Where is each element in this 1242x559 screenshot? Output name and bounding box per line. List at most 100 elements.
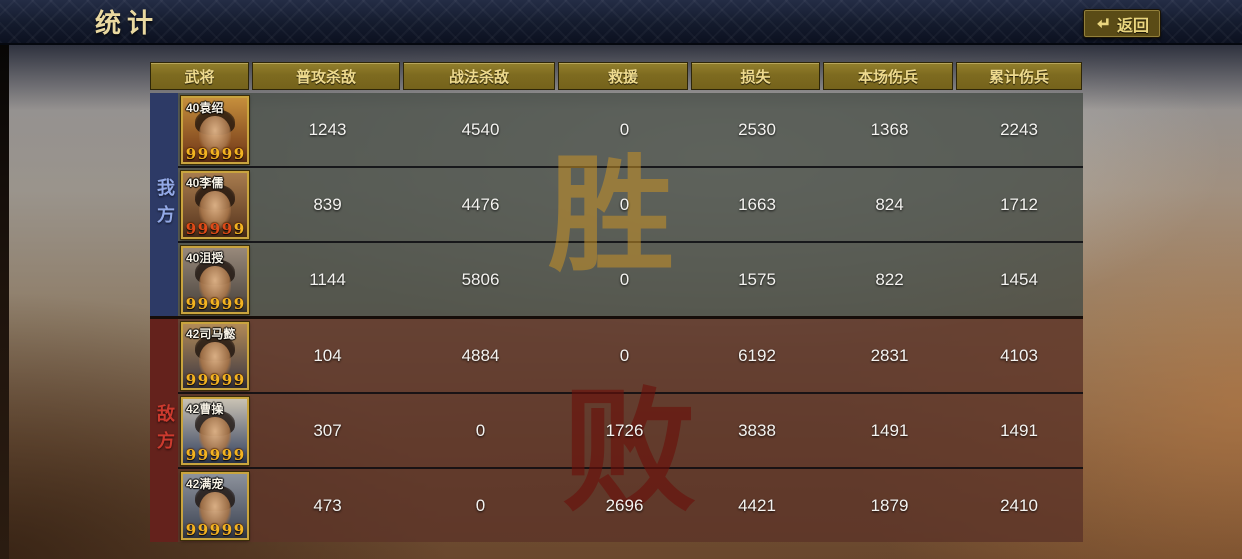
stat-value: 1712	[1000, 194, 1038, 214]
stat-value: 473	[313, 495, 342, 515]
stat-value: 4884	[461, 345, 500, 365]
magatama-star-icon: 9	[209, 370, 221, 389]
magatama-star-icon: 9	[185, 144, 197, 163]
column-header: 损失	[691, 62, 820, 90]
stat-value: 4540	[461, 119, 500, 139]
magatama-star-icon: 9	[221, 144, 233, 163]
stat-value: 2243	[1000, 119, 1038, 139]
general-name-label: 42曹操	[186, 401, 224, 416]
statistics-panel: 武将 普攻杀敌 战法杀敌 救援 损失 本场伤兵 累计伤兵 我方 40袁绍 9 9 9 9 9 1243 45…	[150, 62, 1083, 542]
stat-value-cell: 2831	[823, 346, 956, 366]
stat-value-cell: 1368	[823, 120, 956, 140]
magatama-star-icon: 9	[209, 219, 221, 238]
stat-value-cell: 1454	[956, 270, 1082, 290]
stat-value-cell: 1491	[956, 421, 1082, 441]
stat-value: 0	[619, 269, 630, 289]
general-portrait: 42曹操 9 9 9 9 9	[180, 395, 250, 466]
general-row: 40沮授 9 9 9 9 9 1144 5806 0 1575 822 1454	[178, 241, 1083, 316]
column-header: 普攻杀敌	[252, 62, 400, 90]
magatama-star-icon: 9	[233, 144, 245, 163]
stat-value-cell: 4421	[691, 496, 823, 516]
table-body: 我方 40袁绍 9 9 9 9 9 1243 4540 0 2530 1368 2243 40李儒 9 9 9 9…	[150, 93, 1083, 542]
portrait-cell: 42满宠 9 9 9 9 9	[178, 470, 252, 541]
table-header-row: 武将 普攻杀敌 战法杀敌 救援 损失 本场伤兵 累计伤兵	[150, 62, 1083, 90]
rows-group: 40袁绍 9 9 9 9 9 1243 4540 0 2530 1368 2243 40李儒 9 9 9 9 9 8…	[178, 93, 1083, 316]
general-name-label: 40沮授	[186, 250, 224, 265]
stat-value: 1575	[738, 269, 776, 289]
stat-value: 0	[475, 495, 486, 515]
header-label: 救援	[607, 68, 638, 86]
stat-value: 0	[619, 345, 630, 365]
back-arrow-icon	[1097, 18, 1109, 29]
general-portrait: 40沮授 9 9 9 9 9	[180, 244, 250, 315]
general-portrait: 40李儒 9 9 9 9 9	[180, 169, 250, 240]
magatama-star-icon: 9	[209, 294, 221, 313]
stat-value-cell: 1726	[558, 421, 691, 441]
header-label: 本场伤兵	[857, 68, 918, 86]
stat-value: 0	[619, 194, 630, 214]
stat-value: 104	[313, 345, 342, 365]
back-button-label: 返回	[1116, 17, 1149, 35]
magatama-star-icon: 9	[221, 370, 233, 389]
magatama-star-icon: 9	[221, 294, 233, 313]
side-label: 敌方	[154, 403, 175, 458]
stat-value-cell: 1879	[823, 496, 956, 516]
stat-value-cell: 2696	[558, 496, 691, 516]
rows-group: 42司马懿 9 9 9 9 9 104 4884 0 6192 2831 4103 42曹操 9 9 9 9 9 3…	[178, 319, 1083, 542]
magatama-star-icon: 9	[233, 294, 245, 313]
stat-value: 2696	[605, 495, 644, 515]
side-rail-ally: 我方	[150, 93, 178, 316]
general-name-label: 40袁绍	[186, 100, 224, 115]
portrait-cell: 40袁绍 9 9 9 9 9	[178, 94, 252, 165]
portrait-art	[183, 323, 247, 388]
portrait-cell: 40沮授 9 9 9 9 9	[178, 244, 252, 315]
magatama-star-icon: 9	[197, 219, 209, 238]
magatama-star-icon: 9	[221, 219, 233, 238]
portrait-cell: 42曹操 9 9 9 9 9	[178, 395, 252, 466]
stat-value-cell: 2243	[956, 120, 1082, 140]
side-label: 我方	[154, 177, 175, 232]
general-row: 42曹操 9 9 9 9 9 307 0 1726 3838 1491 1491	[178, 392, 1083, 467]
stat-value-cell: 0	[558, 346, 691, 366]
stat-value: 0	[475, 420, 486, 440]
side-rail-enemy: 敌方	[150, 319, 178, 542]
header-label: 累计伤兵	[988, 68, 1049, 86]
stat-value: 1144	[309, 269, 346, 289]
stat-value: 4103	[1000, 345, 1038, 365]
left-edge-shade	[0, 45, 9, 559]
stat-value: 4421	[738, 495, 776, 515]
magatama-star-icon: 9	[221, 445, 233, 464]
magatama-star-icon: 9	[197, 370, 209, 389]
general-name-label: 42满宠	[186, 476, 224, 491]
magatama-star-icon: 9	[233, 445, 245, 464]
stat-value-cell: 104	[252, 346, 403, 366]
side-section-ally: 我方 40袁绍 9 9 9 9 9 1243 4540 0 2530 1368 2243 40李儒 9 9 9 9…	[150, 93, 1083, 316]
stat-value: 6192	[738, 345, 776, 365]
general-row: 40袁绍 9 9 9 9 9 1243 4540 0 2530 1368 2243	[178, 93, 1083, 166]
stat-value-cell: 4884	[403, 346, 558, 366]
magatama-star-icon: 9	[221, 520, 233, 539]
stat-value: 4476	[461, 194, 500, 214]
stat-value: 1368	[870, 119, 909, 139]
stat-value-cell: 0	[558, 270, 691, 290]
stat-value-cell: 822	[823, 270, 956, 290]
top-bar: 统计 返回	[0, 0, 1242, 45]
side-section-enemy: 敌方 42司马懿 9 9 9 9 9 104 4884 0 6192 2831 4103 42曹操 9 9 9 9…	[150, 316, 1083, 542]
general-portrait: 42满宠 9 9 9 9 9	[180, 470, 250, 541]
stat-value: 1663	[738, 194, 776, 214]
stat-value-cell: 5806	[403, 270, 558, 290]
back-button[interactable]: 返回	[1083, 9, 1161, 38]
magatama-star-icon: 9	[197, 294, 209, 313]
portrait-art	[183, 172, 247, 237]
magatama-star-icon: 9	[209, 144, 221, 163]
general-name-label: 40李儒	[186, 175, 224, 190]
magatama-star-icon: 9	[233, 520, 245, 539]
general-row: 42司马懿 9 9 9 9 9 104 4884 0 6192 2831 4103	[178, 319, 1083, 392]
portrait-art	[183, 97, 247, 162]
general-name-label: 42司马懿	[186, 326, 236, 341]
column-header: 本场伤兵	[823, 62, 953, 90]
stat-value-cell: 307	[252, 421, 403, 441]
stat-value-cell: 1575	[691, 270, 823, 290]
